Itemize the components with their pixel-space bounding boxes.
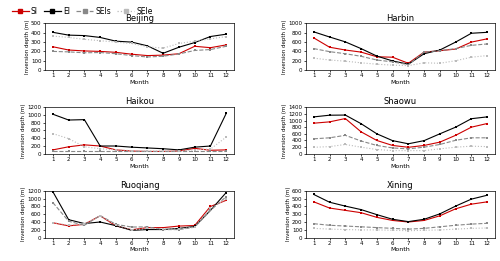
Y-axis label: Inversion depth (m): Inversion depth (m) — [286, 187, 290, 241]
Y-axis label: Inversion depth (m): Inversion depth (m) — [21, 187, 26, 241]
Title: Xining: Xining — [387, 181, 414, 190]
Y-axis label: Inversion depth (m): Inversion depth (m) — [282, 103, 287, 158]
X-axis label: Month: Month — [130, 164, 150, 169]
X-axis label: Month: Month — [390, 247, 410, 252]
X-axis label: Month: Month — [130, 80, 150, 85]
Title: Beijing: Beijing — [125, 14, 154, 23]
Title: Haikou: Haikou — [125, 97, 154, 106]
X-axis label: Month: Month — [130, 247, 150, 252]
X-axis label: Month: Month — [390, 80, 410, 85]
Y-axis label: Inversion depth (m): Inversion depth (m) — [282, 20, 287, 74]
Title: Shaowu: Shaowu — [384, 97, 417, 106]
Y-axis label: Inversion depth (m): Inversion depth (m) — [24, 20, 29, 74]
X-axis label: Month: Month — [390, 164, 410, 169]
Legend: SI, EI, SEIs, SEIe: SI, EI, SEIs, SEIe — [9, 4, 156, 19]
Y-axis label: Inversion depth (m): Inversion depth (m) — [21, 103, 26, 158]
Title: Ruoqiang: Ruoqiang — [120, 181, 160, 190]
Title: Harbin: Harbin — [386, 14, 414, 23]
